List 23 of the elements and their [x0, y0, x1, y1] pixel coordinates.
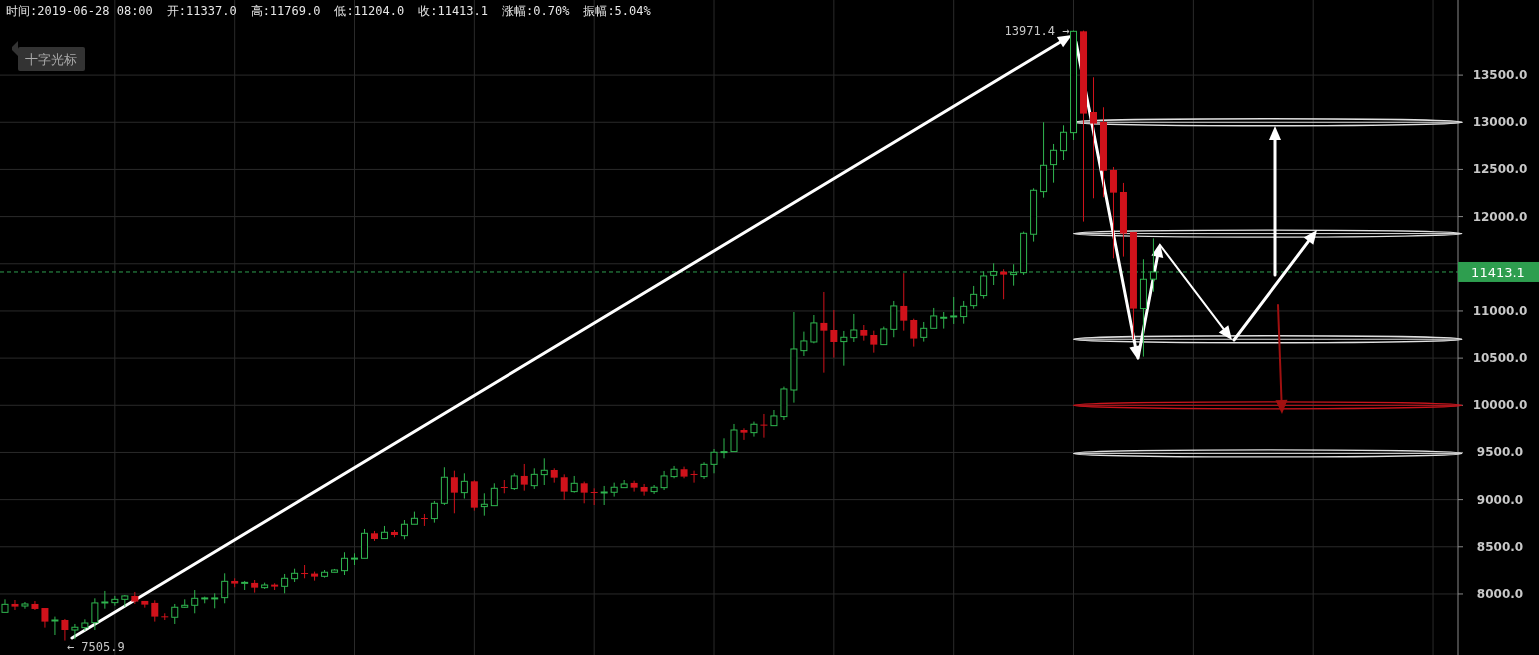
annotation: 十字光标	[25, 52, 77, 67]
annotation: 十字光标	[12, 41, 85, 71]
annotation: ← 7505.9	[66, 639, 125, 654]
y-tick-label: 10000.0	[1472, 398, 1528, 413]
y-tick-label: 9500.0	[1476, 445, 1524, 460]
ref-line-label: 11413.1	[1471, 264, 1525, 280]
annotation: 高:11769.0	[250, 4, 321, 18]
annotation: 涨幅:0.70%	[502, 4, 570, 18]
y-tick-label: 8000.0	[1476, 586, 1524, 601]
y-tick-label: 13000.0	[1472, 115, 1528, 130]
y-tick-label: 11000.0	[1472, 303, 1528, 318]
annotation: 低:11204.0	[334, 4, 405, 18]
y-tick-label: 9000.0	[1476, 492, 1524, 507]
annotation: 开:11337.0	[166, 4, 237, 18]
y-tick-label: 8500.0	[1476, 539, 1524, 554]
annotation: 振幅:5.04%	[583, 4, 651, 18]
annotation: 时间:2019-06-28 08:00	[6, 4, 153, 18]
y-tick-label: 12000.0	[1472, 209, 1528, 224]
annotation: 13971.4 →	[1004, 23, 1070, 38]
y-tick-label: 12500.0	[1472, 162, 1528, 177]
y-tick-label: 10500.0	[1472, 351, 1528, 366]
annotation: 收:11413.1	[418, 4, 488, 18]
y-tick-label: 13500.0	[1472, 68, 1528, 83]
